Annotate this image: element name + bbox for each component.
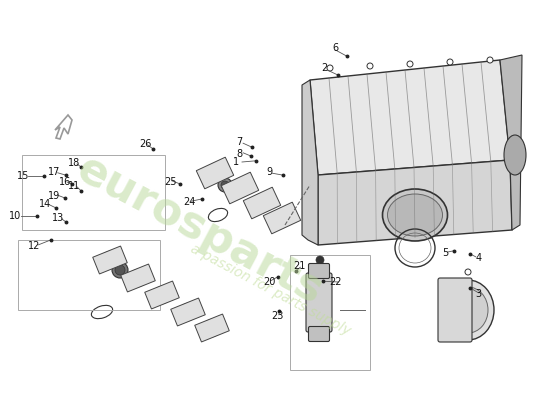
FancyBboxPatch shape	[306, 273, 332, 332]
Ellipse shape	[382, 189, 448, 241]
Polygon shape	[318, 160, 512, 245]
Circle shape	[115, 265, 125, 275]
Polygon shape	[310, 60, 510, 175]
Circle shape	[316, 256, 324, 264]
Text: eurosparts: eurosparts	[70, 147, 331, 313]
Text: 5: 5	[442, 248, 449, 258]
Ellipse shape	[388, 194, 443, 236]
Text: 3: 3	[475, 289, 482, 299]
Circle shape	[112, 262, 128, 278]
Polygon shape	[93, 246, 127, 274]
FancyBboxPatch shape	[309, 264, 329, 278]
Circle shape	[221, 181, 229, 189]
Text: 14: 14	[39, 199, 51, 209]
Text: 15: 15	[17, 171, 29, 181]
FancyBboxPatch shape	[309, 326, 329, 342]
Text: 26: 26	[140, 139, 152, 149]
Text: 21: 21	[294, 261, 306, 271]
Text: 4: 4	[475, 253, 482, 263]
Text: a passion for parts supply: a passion for parts supply	[188, 242, 353, 338]
Circle shape	[218, 178, 232, 192]
Polygon shape	[500, 55, 522, 230]
Text: 22: 22	[329, 277, 342, 287]
Text: 23: 23	[272, 311, 284, 321]
Text: 2: 2	[321, 63, 328, 73]
Polygon shape	[195, 314, 229, 342]
Polygon shape	[145, 281, 179, 309]
Circle shape	[367, 63, 373, 69]
Text: 1: 1	[233, 157, 240, 167]
Polygon shape	[243, 187, 280, 219]
Circle shape	[447, 59, 453, 65]
Polygon shape	[170, 298, 205, 326]
Circle shape	[487, 57, 493, 63]
Ellipse shape	[448, 287, 488, 333]
Ellipse shape	[504, 135, 526, 175]
Text: 10: 10	[9, 211, 21, 221]
Text: 11: 11	[68, 181, 80, 191]
Polygon shape	[302, 80, 318, 245]
Polygon shape	[196, 157, 234, 189]
Circle shape	[465, 269, 471, 275]
Text: 8: 8	[236, 149, 243, 159]
Polygon shape	[263, 202, 301, 234]
Text: 7: 7	[236, 137, 243, 147]
Text: 9: 9	[266, 167, 273, 177]
Polygon shape	[120, 264, 155, 292]
Text: 18: 18	[68, 158, 80, 168]
Polygon shape	[221, 172, 258, 204]
Text: 17: 17	[48, 167, 60, 177]
Text: 6: 6	[332, 43, 339, 53]
Circle shape	[407, 61, 413, 67]
Ellipse shape	[442, 280, 494, 340]
Circle shape	[327, 65, 333, 71]
Text: 13: 13	[52, 213, 64, 223]
Text: 12: 12	[28, 241, 40, 251]
Text: 20: 20	[263, 277, 276, 287]
Text: 25: 25	[164, 177, 177, 187]
Text: 16: 16	[59, 177, 71, 187]
Text: 24: 24	[184, 197, 196, 207]
FancyBboxPatch shape	[438, 278, 472, 342]
Text: 19: 19	[48, 191, 60, 201]
